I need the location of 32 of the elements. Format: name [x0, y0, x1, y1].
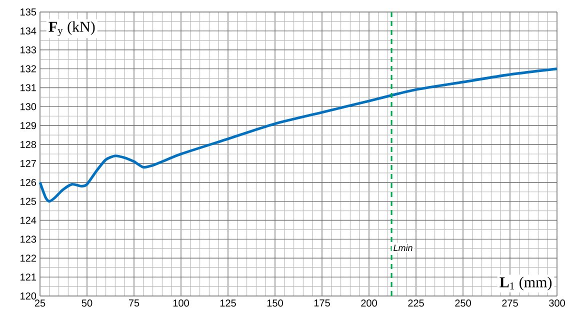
- y-tick-label: 121: [20, 274, 36, 281]
- y-tick-label: 128: [20, 140, 36, 148]
- ref-line-label: Lmin: [394, 244, 412, 251]
- y-tick-label: 133: [20, 46, 36, 54]
- x-tick-label: 50: [82, 300, 92, 307]
- x-tick-label: 225: [408, 300, 424, 307]
- y-tick-label: 134: [20, 27, 36, 34]
- y-tick-label: 131: [20, 84, 36, 92]
- y-axis-title: F$_{y}$ (kN): [48, 21, 95, 36]
- y-tick-label: 124: [20, 216, 36, 224]
- y-tick-label: 130: [20, 103, 36, 110]
- y-tick-label: 122: [20, 254, 36, 262]
- x-tick-label: 175: [314, 300, 330, 307]
- y-tick-label: 132: [20, 65, 36, 72]
- x-tick-label: 150: [267, 300, 283, 307]
- y-tick-label: 135: [20, 8, 36, 16]
- x-tick-label: 300: [549, 300, 565, 307]
- y-tick-label: 126: [20, 178, 36, 186]
- x-tick-label: 25: [34, 300, 46, 307]
- y-tick-label: 129: [20, 122, 36, 130]
- x-tick-label: 100: [173, 300, 189, 307]
- x-tick-label: 275: [502, 300, 518, 307]
- x-tick-label: 200: [361, 300, 377, 307]
- y-tick-label: 120: [20, 292, 36, 300]
- y-tick-label: 123: [20, 236, 36, 243]
- x-tick-label: 75: [128, 300, 140, 307]
- line-series: [38, 68, 558, 203]
- y-tick-label: 127: [20, 160, 36, 167]
- x-tick-label: 250: [455, 300, 471, 307]
- y-tick-label: 125: [20, 198, 36, 205]
- x-tick-label: 125: [220, 300, 236, 307]
- x-axis-title: L$_{1}$ (mm): [500, 276, 552, 290]
